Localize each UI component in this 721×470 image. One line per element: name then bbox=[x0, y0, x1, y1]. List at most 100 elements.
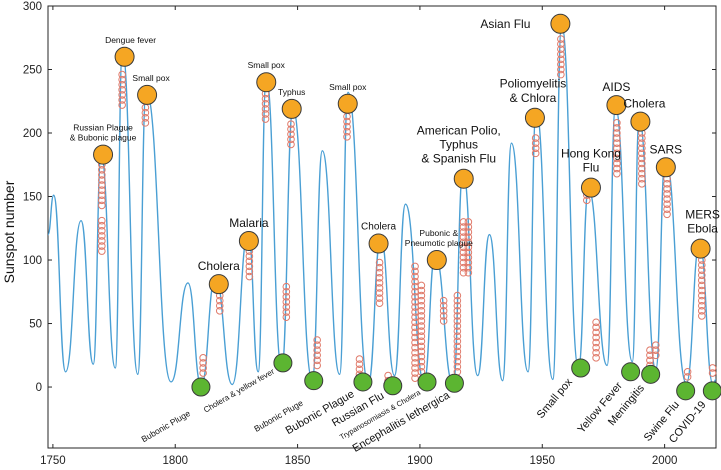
outbreak-ring bbox=[683, 373, 692, 381]
minimum-marker bbox=[353, 372, 373, 392]
outbreak-ring bbox=[355, 355, 364, 363]
outbreak-ring bbox=[287, 130, 295, 139]
peak-label: Malaria bbox=[229, 216, 269, 230]
outbreak-ring bbox=[531, 144, 540, 153]
peak-marker bbox=[137, 84, 158, 105]
outbreak-ring bbox=[453, 337, 462, 346]
outbreak-ring bbox=[698, 301, 706, 310]
outbreak-ring bbox=[141, 113, 150, 122]
y-tick-label: 200 bbox=[23, 128, 42, 140]
outbreak-ring bbox=[638, 159, 646, 168]
outbreak-ring bbox=[287, 120, 295, 128]
plot-frame bbox=[47, 5, 717, 449]
outbreak-ring bbox=[459, 228, 468, 236]
outbreak-ring bbox=[417, 291, 426, 300]
outbreak-ring bbox=[652, 346, 660, 355]
minimum-marker bbox=[383, 376, 403, 396]
outbreak-ring bbox=[663, 180, 671, 188]
outbreak-ring bbox=[663, 195, 671, 203]
outbreak-ring bbox=[464, 258, 473, 267]
outbreak-ring bbox=[282, 303, 291, 311]
outbreak-ring bbox=[98, 166, 106, 174]
outbreak-ring bbox=[411, 262, 419, 271]
minimum-marker bbox=[641, 364, 661, 384]
outbreak-ring bbox=[464, 268, 473, 277]
outbreak-ring bbox=[638, 149, 646, 158]
outbreak-ring bbox=[261, 105, 270, 113]
outbreak-ring bbox=[557, 50, 565, 59]
x-tick-label: 1800 bbox=[162, 455, 188, 467]
outbreak-ring bbox=[417, 312, 426, 320]
minimum-label: Small pox bbox=[535, 376, 576, 421]
outbreak-ring bbox=[417, 327, 426, 335]
outbreak-ring bbox=[698, 296, 706, 305]
outbreak-ring bbox=[592, 323, 600, 332]
outbreak-ring bbox=[199, 354, 207, 362]
outbreak-ring bbox=[453, 362, 462, 371]
outbreak-ring bbox=[459, 263, 468, 272]
outbreak-ring bbox=[417, 337, 426, 346]
outbreak-ring bbox=[453, 322, 462, 330]
outbreak-ring bbox=[531, 134, 540, 142]
minimum-marker bbox=[702, 381, 721, 401]
outbreak-ring bbox=[663, 190, 671, 198]
outbreak-ring bbox=[439, 296, 448, 305]
outbreak-ring bbox=[313, 346, 321, 355]
outbreak-ring bbox=[417, 317, 426, 325]
outbreak-ring bbox=[453, 352, 462, 361]
outbreak-ring bbox=[638, 164, 646, 173]
outbreak-ring bbox=[698, 261, 706, 269]
outbreak-ring bbox=[613, 159, 621, 168]
outbreak-ring bbox=[459, 268, 468, 277]
outbreak-ring bbox=[464, 253, 473, 262]
outbreak-ring bbox=[98, 216, 106, 225]
outbreak-ring bbox=[663, 200, 671, 208]
outbreak-ring bbox=[683, 367, 692, 376]
outbreak-ring bbox=[417, 332, 426, 341]
outbreak-ring bbox=[417, 286, 426, 295]
outbreak-ring bbox=[583, 196, 591, 205]
outbreak-ring bbox=[453, 307, 462, 315]
outbreak-ring bbox=[638, 139, 646, 147]
outbreak-ring bbox=[453, 301, 462, 310]
x-tick-label: 1850 bbox=[285, 455, 311, 467]
outbreak-ring bbox=[638, 134, 646, 142]
outbreak-ring bbox=[282, 293, 291, 301]
outbreak-ring bbox=[313, 341, 321, 349]
outbreak-ring bbox=[411, 374, 419, 382]
peak-marker bbox=[337, 93, 358, 114]
peak-label: Asian Flu bbox=[480, 17, 530, 31]
outbreak-ring bbox=[698, 276, 706, 285]
outbreak-ring bbox=[592, 354, 600, 362]
minimum-label: Cholera & yellow fever bbox=[202, 367, 276, 415]
peak-marker bbox=[655, 157, 676, 178]
outbreak-ring bbox=[652, 341, 660, 349]
sunspot-series bbox=[47, 24, 717, 387]
peak-marker bbox=[550, 13, 571, 34]
outbreak-ring bbox=[118, 75, 126, 84]
outbreak-ring bbox=[282, 313, 291, 321]
outbreak-ring bbox=[215, 307, 224, 315]
peak-marker bbox=[630, 111, 651, 132]
peak-marker bbox=[426, 250, 447, 271]
sunspot-line bbox=[47, 24, 717, 387]
outbreak-ring bbox=[417, 281, 426, 290]
peak-marker bbox=[114, 46, 135, 67]
outbreak-ring bbox=[417, 362, 426, 371]
outbreak-ring bbox=[453, 327, 462, 335]
outbreak-ring bbox=[313, 356, 321, 365]
outbreak-ring bbox=[282, 287, 291, 296]
minimum-marker bbox=[571, 358, 591, 378]
outbreak-ring bbox=[98, 181, 106, 189]
outbreak-ring bbox=[453, 312, 462, 320]
event-markers bbox=[93, 13, 721, 401]
peak-marker bbox=[690, 238, 711, 259]
outbreak-ring bbox=[557, 60, 565, 69]
outbreak-ring bbox=[464, 223, 473, 231]
outbreak-ring bbox=[417, 357, 426, 366]
outbreak-ring bbox=[464, 248, 473, 257]
outbreak-ring bbox=[698, 266, 706, 274]
outbreak-ring bbox=[245, 272, 254, 281]
outbreak-ring bbox=[453, 296, 462, 305]
outbreak-ring bbox=[459, 258, 468, 267]
